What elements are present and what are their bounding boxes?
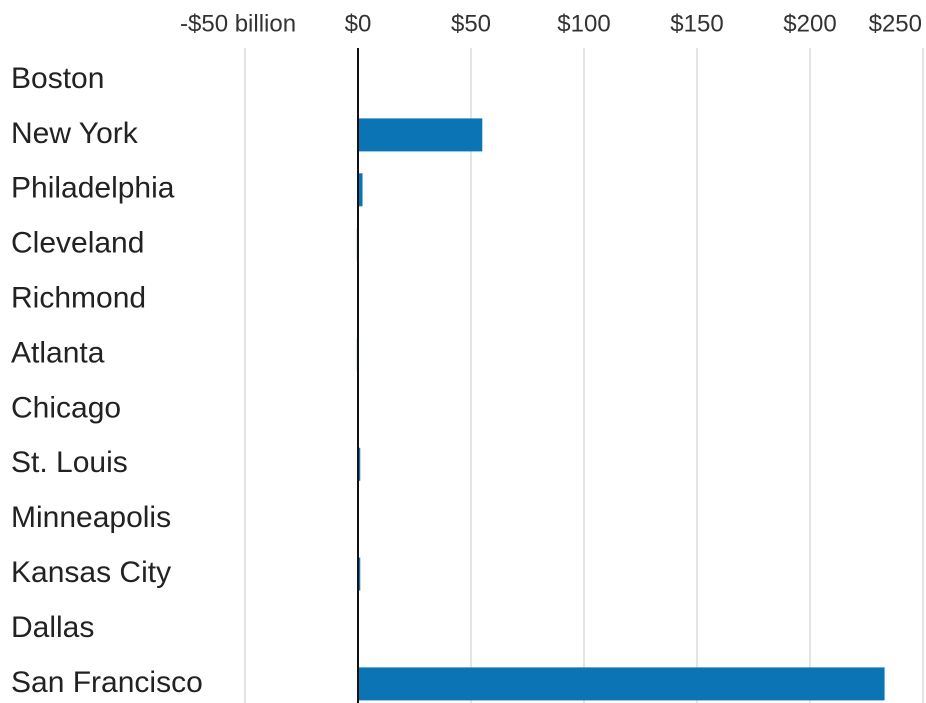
bar <box>358 118 483 152</box>
category-label: Kansas City <box>11 556 171 589</box>
category-label: Richmond <box>11 282 146 315</box>
x-tick-label: $0 <box>345 10 372 37</box>
bar <box>358 447 361 481</box>
category-label: Atlanta <box>11 336 105 369</box>
bar <box>358 173 363 207</box>
bar <box>358 667 885 701</box>
category-label: Minneapolis <box>11 501 171 534</box>
x-tick-label: $100 <box>557 10 610 37</box>
category-label: Philadelphia <box>11 172 175 205</box>
x-tick-label: -$50 billion <box>180 10 296 37</box>
category-label: Chicago <box>11 391 121 424</box>
category-label: San Francisco <box>11 666 203 699</box>
category-label: Cleveland <box>11 227 144 260</box>
category-label: Dallas <box>11 611 94 644</box>
category-label: Boston <box>11 62 104 95</box>
category-label: St. Louis <box>11 446 128 479</box>
category-label: New York <box>11 117 139 150</box>
x-tick-label: $50 <box>451 10 491 37</box>
bar <box>358 557 361 591</box>
x-tick-label: $250 <box>869 10 922 37</box>
x-tick-label: $150 <box>670 10 723 37</box>
x-tick-label: $200 <box>783 10 836 37</box>
